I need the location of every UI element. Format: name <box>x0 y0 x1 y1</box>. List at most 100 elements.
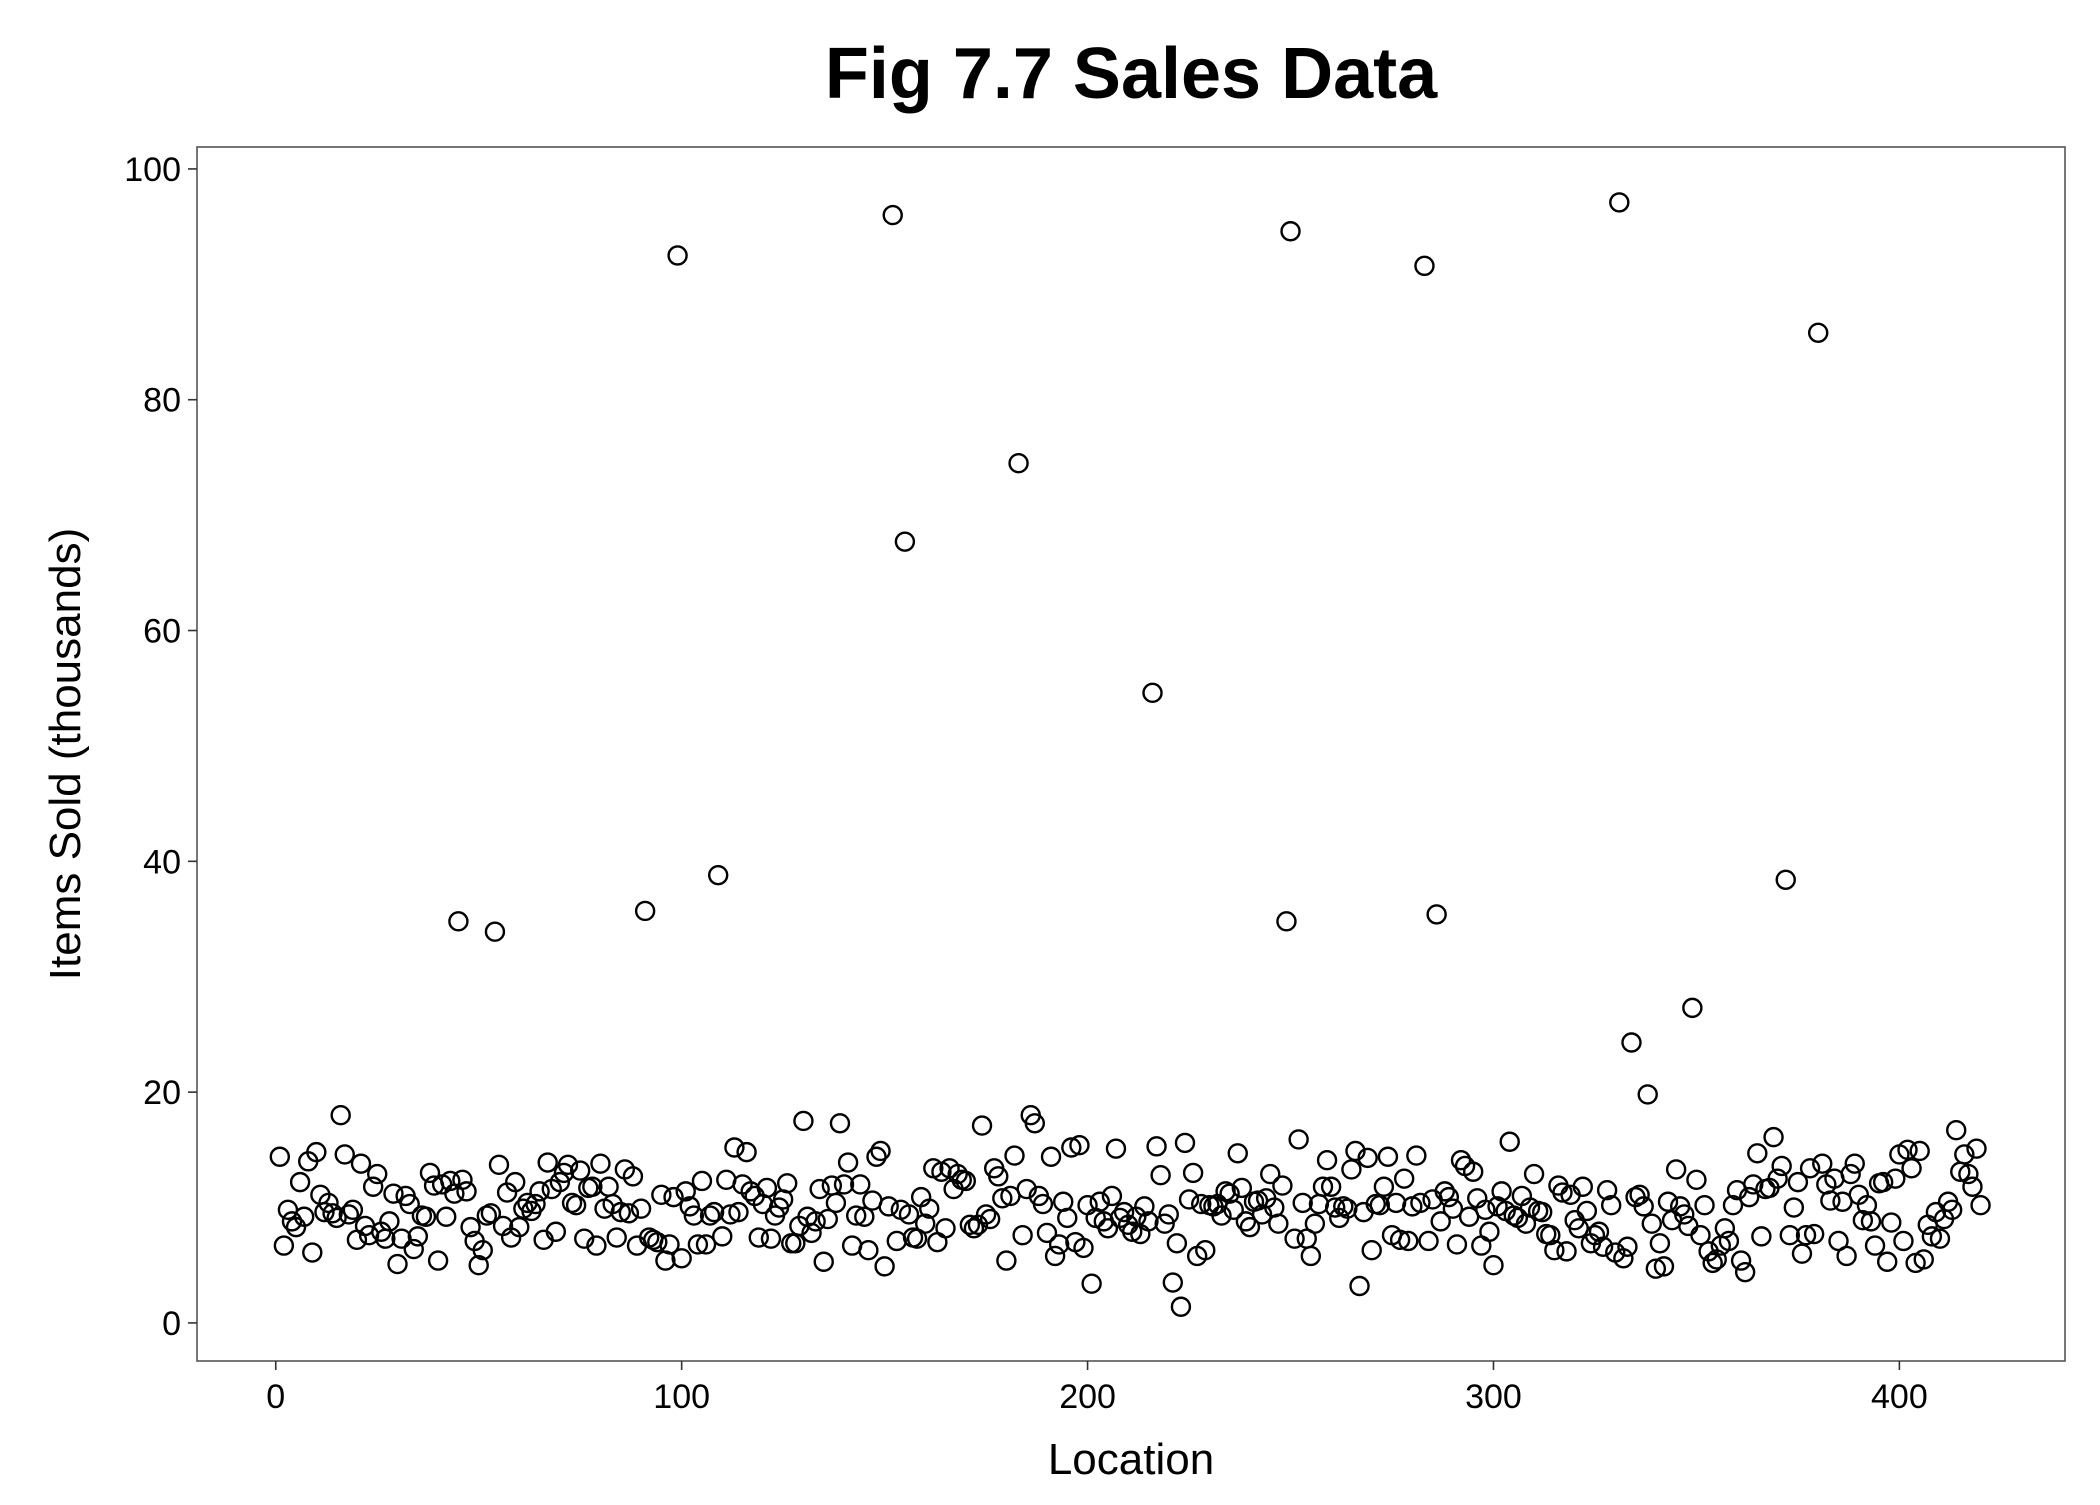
scatter-point <box>606 1227 627 1248</box>
scatter-point <box>569 1160 591 1181</box>
scatter-point <box>1227 1143 1248 1164</box>
scatter-point <box>1523 1163 1545 1185</box>
scatter-point <box>293 1206 315 1227</box>
scatter-point <box>403 1238 424 1260</box>
scatter-point <box>1649 1233 1671 1254</box>
scatter-point <box>1195 1240 1216 1261</box>
scatter-point <box>785 1233 806 1254</box>
scatter-point <box>781 1233 802 1254</box>
scatter-point <box>338 1204 360 1225</box>
scatter-point <box>1751 1226 1772 1247</box>
scatter-point <box>1864 1235 1886 1256</box>
scatter-point <box>342 1199 364 1221</box>
scatter-point <box>1434 1181 1455 1202</box>
scatter-point <box>1150 1165 1171 1186</box>
scatter-point <box>1122 1221 1143 1242</box>
scatter-point <box>330 1104 351 1126</box>
scatter-point <box>1113 1201 1135 1223</box>
scatter-point <box>289 1171 311 1193</box>
x-tick-label: 300 <box>1465 1378 1522 1416</box>
scatter-point <box>1779 1225 1800 1246</box>
scatter-point <box>618 1203 640 1224</box>
scatter-point <box>760 1228 782 1249</box>
scatter-point <box>1653 1256 1675 1277</box>
scatter-point <box>878 1196 899 1217</box>
scatter-point <box>687 1234 709 1255</box>
scatter-point <box>1304 1213 1326 1234</box>
scatter-point <box>383 1183 404 1204</box>
scatter-point <box>1446 1234 1468 1255</box>
scatter-point <box>1795 1225 1817 1246</box>
scatter-point <box>1069 1135 1090 1156</box>
scatter-point <box>460 1216 481 1238</box>
scatter-point <box>334 1144 355 1165</box>
scatter-point <box>854 1206 875 1227</box>
scatter-point <box>1633 1196 1654 1217</box>
scatter-point <box>996 1250 1017 1271</box>
scatter-point <box>1771 1155 1792 1177</box>
scatter-point <box>1901 1158 1922 1179</box>
y-tick-label: 0 <box>162 1305 181 1343</box>
scatter-point <box>1089 1191 1110 1212</box>
scatter-point <box>1860 1211 1882 1232</box>
scatter-point <box>1962 1176 1983 1197</box>
scatter-point <box>427 1250 449 1271</box>
scatter-point <box>1682 997 1703 1019</box>
y-tick-label: 40 <box>143 843 181 881</box>
scatter-point <box>736 1141 757 1163</box>
scatter-point <box>1081 1273 1102 1294</box>
scatter-point <box>748 1227 769 1248</box>
scatter-point <box>927 1231 948 1253</box>
scatter-point <box>1808 322 1829 343</box>
scatter-point <box>801 1222 822 1244</box>
scatter-point <box>1280 221 1301 242</box>
scatter-point <box>1284 1228 1305 1249</box>
plot-frame <box>196 146 2066 1362</box>
scatter-point <box>667 245 688 266</box>
scatter-point <box>1641 1213 1662 1234</box>
scatter-point <box>1499 1131 1520 1152</box>
y-tick-label: 20 <box>143 1074 181 1112</box>
scatter-point <box>707 864 729 886</box>
scatter-point <box>679 1196 700 1217</box>
scatter-point <box>1734 1261 1756 1283</box>
scatter-point <box>1763 1126 1784 1148</box>
scatter-point <box>273 1235 295 1256</box>
scatter-point <box>683 1205 705 1226</box>
scatter-point <box>1946 1120 1967 1141</box>
scatter-point <box>1430 1211 1451 1232</box>
scatter-point <box>898 1204 920 1225</box>
scatter-point <box>1357 1147 1378 1169</box>
scatter-point <box>837 1152 859 1173</box>
scatter-point <box>1442 1198 1464 1219</box>
scatter-point <box>1426 904 1447 925</box>
scatter-point <box>505 1171 526 1193</box>
scatter-point <box>537 1152 558 1173</box>
scatter-point <box>1272 1175 1293 1196</box>
scatter-point <box>1410 1192 1431 1214</box>
scatter-point <box>1073 1237 1094 1259</box>
scatter-point <box>1621 1032 1642 1053</box>
scatter-point <box>1008 452 1029 474</box>
scatter-point <box>919 1198 940 1219</box>
scatter-point <box>1105 1138 1127 1159</box>
scatter-point <box>1040 1146 1062 1167</box>
scatter-point <box>1288 1129 1309 1150</box>
scatter-point <box>1556 1241 1577 1262</box>
scatter-point <box>825 1192 847 1214</box>
scatter-point <box>1032 1193 1054 1215</box>
scatter-point <box>1592 1236 1614 1257</box>
y-tick-label: 80 <box>143 382 181 420</box>
scatter-point <box>1540 1225 1561 1246</box>
scatter-point <box>1004 1145 1025 1166</box>
scatter-point <box>1260 1163 1281 1185</box>
scatter-point <box>1775 869 1796 890</box>
scatter-point <box>484 921 506 942</box>
y-axis-title: Items Sold (thousands) <box>41 528 90 980</box>
scatter-point <box>1276 911 1297 932</box>
scatter-point <box>882 204 903 226</box>
scatter-point <box>1791 1243 1813 1264</box>
scatter-point <box>468 1255 489 1276</box>
